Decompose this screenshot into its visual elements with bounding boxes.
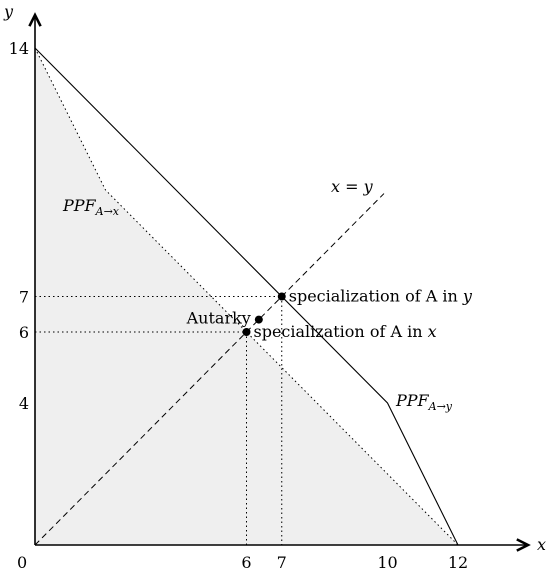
- point-label-autarky: Autarky: [186, 309, 251, 328]
- ppf-a-to-y-label-main: PPF: [395, 391, 430, 410]
- y-tick-labels: 14 7 6 4: [9, 39, 29, 413]
- y-tick-label: 14: [9, 39, 29, 58]
- ppf-a-to-y-label-sub: A→y: [428, 400, 453, 413]
- ppf-a-to-y-curve: [34, 47, 459, 546]
- origin-label: 0: [17, 553, 27, 572]
- ppf-a-to-x-curve: [34, 47, 459, 546]
- x-tick-label: 7: [277, 553, 287, 572]
- diagonal-x-equals-y: [34, 193, 385, 546]
- x-tick-label: 6: [241, 553, 251, 572]
- x-tick-label: 10: [377, 553, 397, 572]
- point-spec-y: [277, 292, 286, 301]
- point-autarky: [254, 315, 263, 324]
- point-label-spec-y: specialization of A in y: [289, 287, 473, 306]
- ppf-a-to-x-label: PPFA→x: [62, 196, 120, 218]
- point-spec-x: [242, 328, 251, 336]
- x-tick-labels: 6 7 10 12: [241, 553, 468, 572]
- feasible-region-shading: [35, 48, 458, 545]
- y-tick-label: 4: [19, 394, 29, 413]
- ppf-a-to-x-label-main: PPF: [62, 196, 97, 215]
- point-label-spec-x: specialization of A in x: [254, 322, 437, 341]
- ppf-a-to-y-label: PPFA→y: [395, 391, 453, 413]
- ppf-a-to-x-label-sub: A→x: [95, 205, 120, 218]
- diagonal-label: x = y: [331, 177, 374, 196]
- y-tick-label: 7: [19, 288, 29, 307]
- x-tick-label: 12: [448, 553, 468, 572]
- x-axis-label: x: [537, 535, 546, 554]
- y-axis-label: y: [3, 2, 14, 21]
- y-tick-label: 6: [19, 323, 29, 342]
- equilibrium-points: specialization of A in y specialization o…: [186, 287, 473, 342]
